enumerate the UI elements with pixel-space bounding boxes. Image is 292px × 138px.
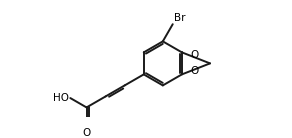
Text: Br: Br	[174, 13, 185, 23]
Text: HO: HO	[53, 93, 69, 103]
Text: O: O	[82, 128, 91, 138]
Text: O: O	[191, 51, 199, 60]
Text: O: O	[191, 66, 199, 76]
